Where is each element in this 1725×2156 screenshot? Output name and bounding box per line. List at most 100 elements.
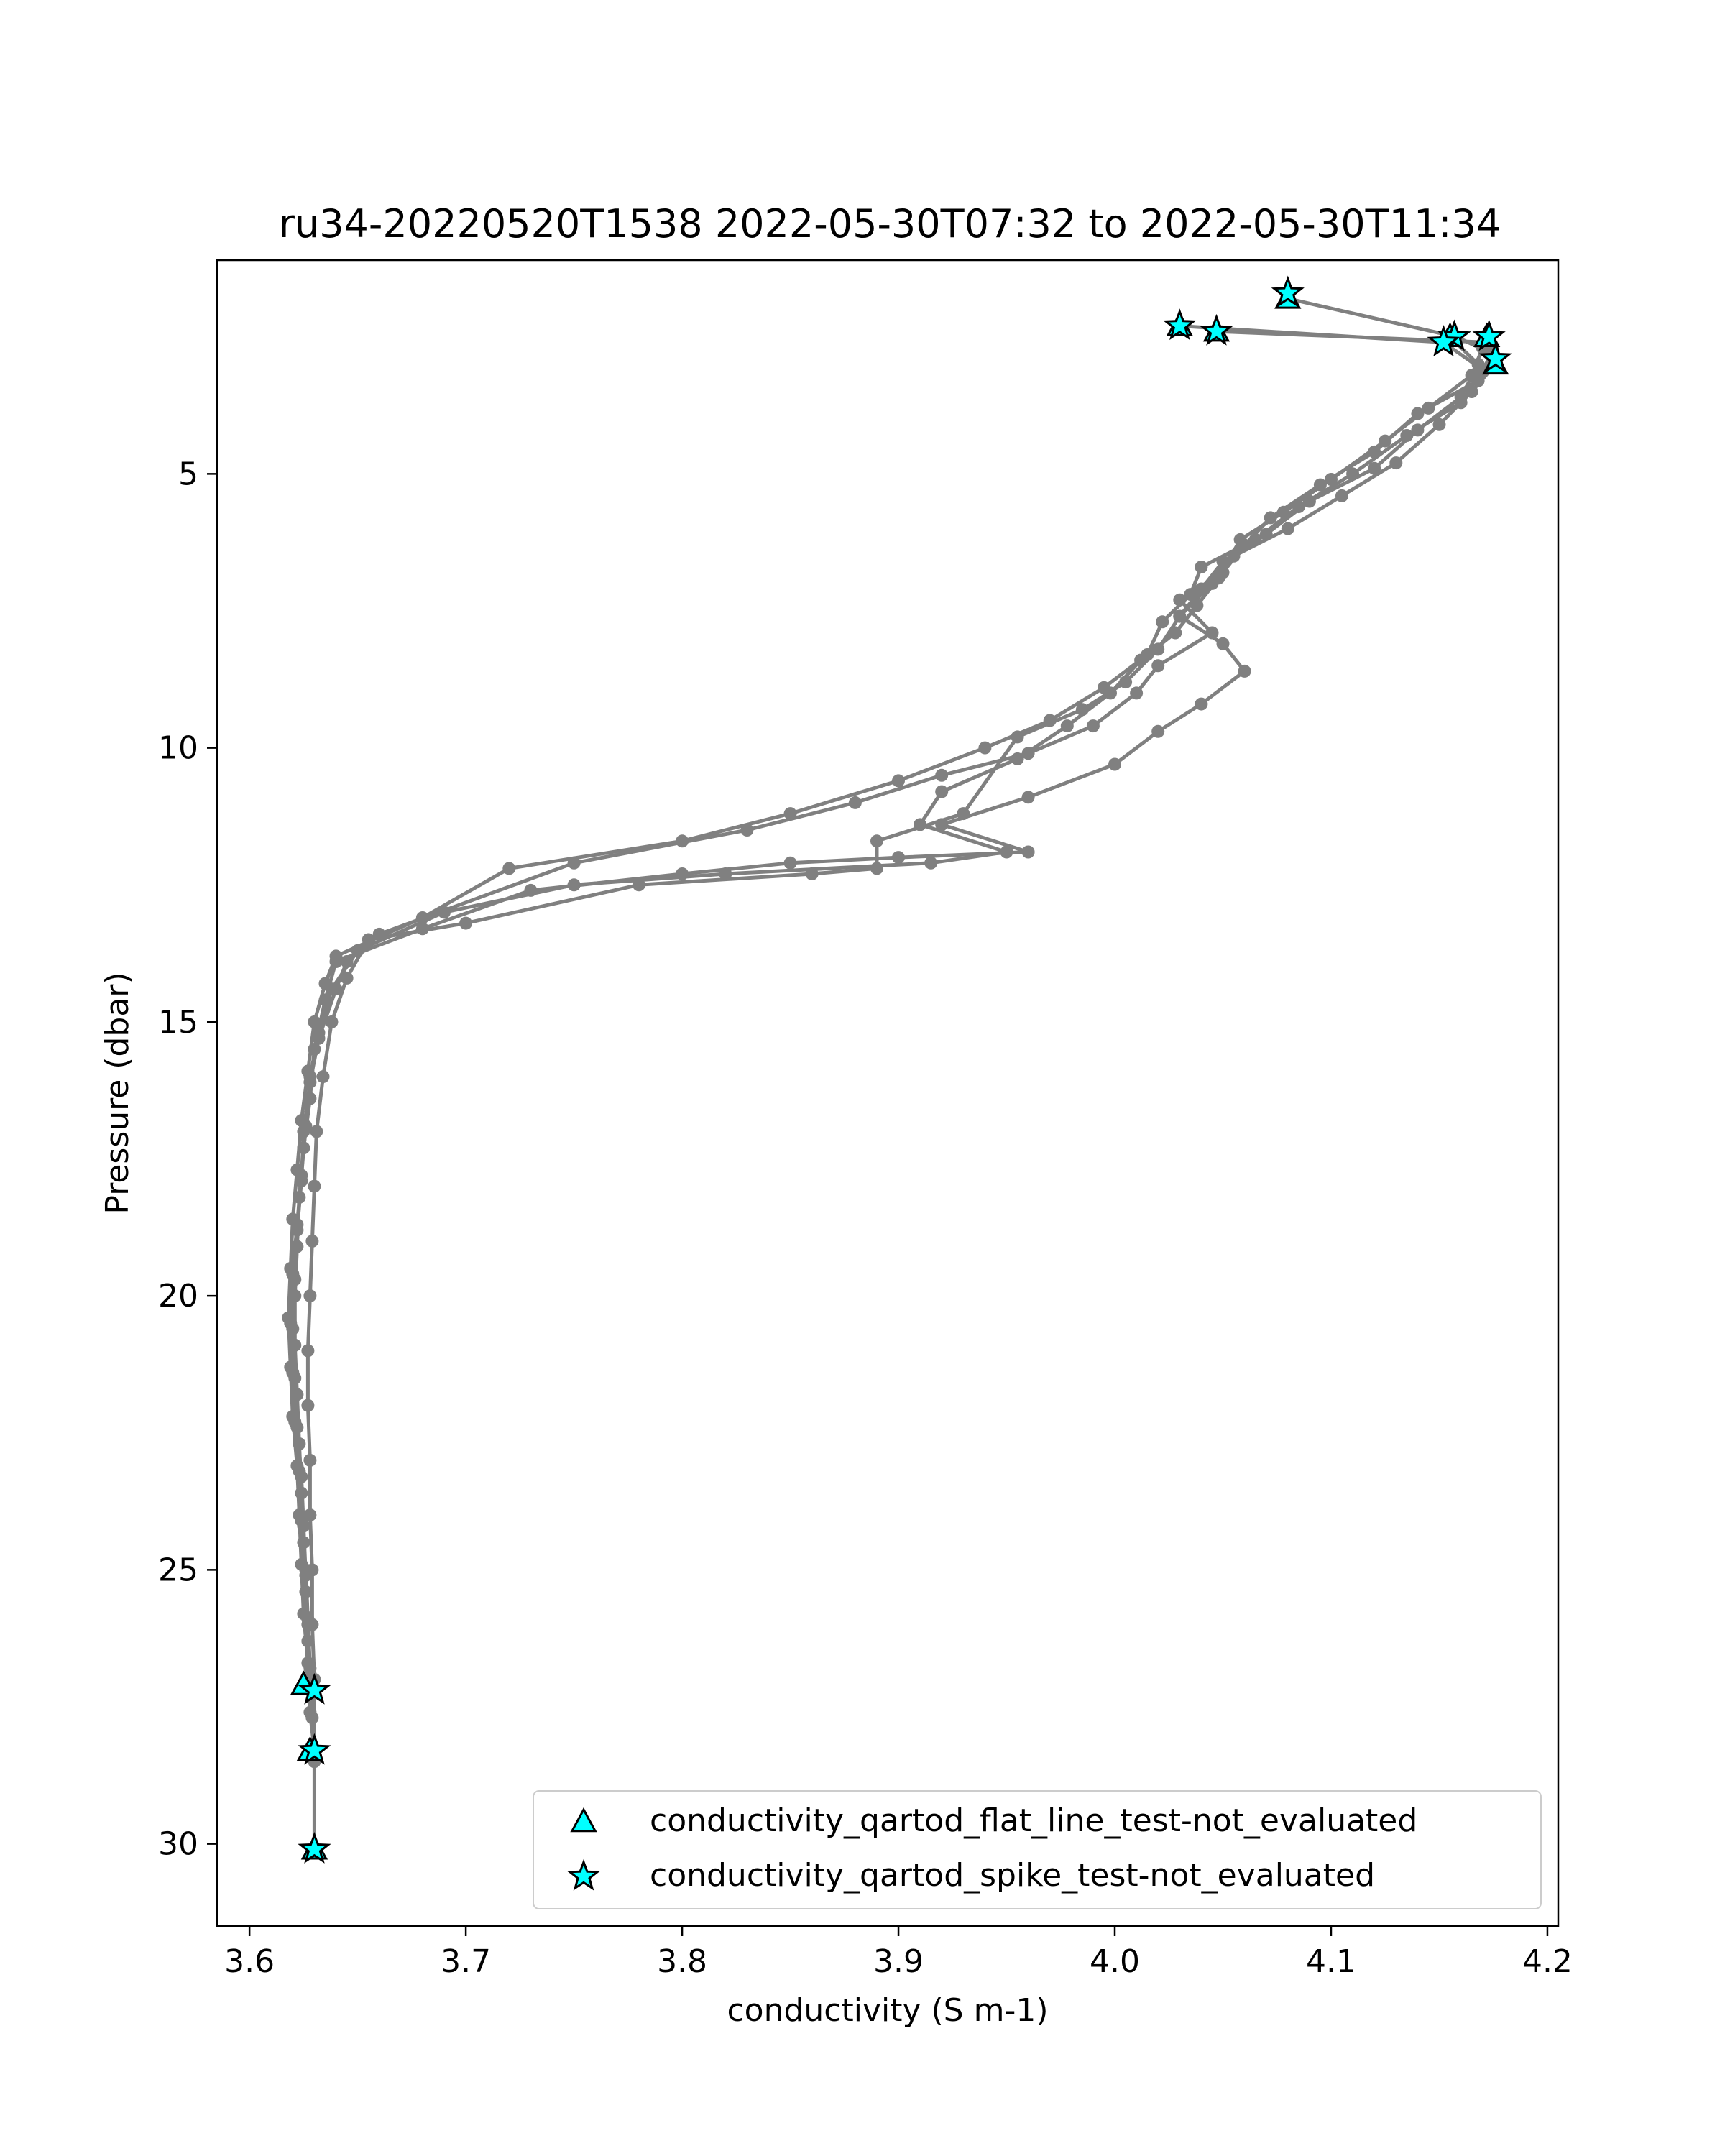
legend-star-icon — [566, 1858, 601, 1891]
data-point — [1169, 626, 1182, 640]
x-tick-label: 4.1 — [1306, 1943, 1356, 1980]
data-point — [1011, 730, 1024, 744]
data-point — [295, 1514, 308, 1527]
y-tick-label: 10 — [158, 730, 198, 767]
data-point — [924, 856, 938, 870]
y-axis-label: Pressure (dbar) — [99, 972, 136, 1214]
y-tick-label: 15 — [158, 1004, 198, 1041]
plot-area — [282, 275, 1512, 1864]
x-axis: 3.6 3.7 3.8 3.9 4.0 4.1 4.2 — [224, 1926, 1573, 1980]
data-point — [290, 1218, 304, 1231]
axes-frame — [216, 259, 1560, 1927]
data-point — [1195, 697, 1208, 711]
data-point — [325, 1015, 339, 1028]
legend-label-flat-line: conductivity_qartod_flat_line_test-not_e… — [650, 1802, 1417, 1839]
data-point — [676, 834, 689, 848]
data-point — [502, 862, 516, 875]
x-tick-label: 3.6 — [224, 1943, 275, 1980]
data-point — [935, 818, 949, 831]
y-axis: 5 10 15 20 25 30 — [158, 456, 217, 1863]
chart-title: ru34-20220520T1538 2022-05-30T07:32 to 2… — [279, 201, 1501, 247]
data-point — [308, 1015, 321, 1028]
x-tick-label: 3.7 — [441, 1943, 491, 1980]
data-point — [1086, 719, 1100, 733]
data-point — [1130, 686, 1144, 700]
data-point — [293, 1465, 306, 1478]
spike-flag-marker — [1478, 341, 1512, 373]
data-point — [305, 1711, 319, 1725]
data-point — [1216, 637, 1230, 650]
data-point — [1156, 615, 1169, 629]
data-point — [1238, 664, 1251, 678]
data-point — [1325, 473, 1338, 486]
data-point — [1422, 401, 1435, 415]
data-point — [312, 1026, 326, 1040]
data-point — [1335, 489, 1348, 502]
data-point — [719, 867, 732, 880]
data-point — [301, 1613, 315, 1626]
data-point — [303, 1662, 317, 1675]
data-point — [303, 1070, 317, 1084]
data-point — [1021, 845, 1035, 859]
data-point — [567, 878, 581, 892]
data-point — [459, 916, 473, 930]
data-point — [288, 1415, 302, 1429]
data-point — [286, 1365, 300, 1379]
data-point — [325, 982, 339, 996]
data-point — [783, 856, 797, 870]
data-point — [935, 785, 949, 798]
spike-flag-marker — [1271, 275, 1305, 308]
data-point — [1379, 434, 1392, 448]
spike-flag-marker — [298, 1733, 331, 1765]
y-tick-label: 25 — [158, 1552, 198, 1588]
data-point — [935, 768, 949, 782]
data-point — [1190, 599, 1204, 612]
data-point — [892, 851, 905, 865]
data-point — [1104, 686, 1117, 700]
data-point — [438, 906, 451, 919]
data-point — [1368, 461, 1381, 475]
data-point — [303, 1453, 317, 1467]
spike-flag-marker — [1472, 319, 1506, 351]
data-point — [299, 1119, 313, 1133]
data-point — [1432, 418, 1446, 431]
data-point — [1011, 752, 1024, 765]
data-point — [301, 1344, 315, 1358]
data-point — [1021, 791, 1035, 804]
x-tick-label: 3.9 — [873, 1943, 924, 1980]
data-point — [914, 818, 927, 831]
data-point — [1281, 522, 1294, 535]
x-tick-label: 3.8 — [657, 1943, 707, 1980]
data-point — [848, 796, 862, 809]
legend-triangle-icon — [570, 1807, 597, 1833]
data-point — [783, 807, 797, 821]
spike-flag-marker — [1200, 313, 1233, 346]
data-point — [351, 944, 364, 957]
data-point — [1465, 369, 1478, 382]
data-point — [1151, 659, 1165, 673]
y-tick-label: 5 — [178, 456, 198, 492]
data-point — [1173, 609, 1187, 623]
spike-flag-marker — [1427, 325, 1460, 357]
legend: conductivity_qartod_flat_line_test-not_e… — [533, 1790, 1542, 1909]
data-point — [1212, 571, 1225, 585]
data-point — [295, 1169, 308, 1182]
data-point — [1276, 505, 1290, 519]
data-point — [1060, 719, 1074, 733]
y-tick-label: 20 — [158, 1278, 198, 1314]
data-point — [329, 955, 343, 968]
x-tick-label: 4.2 — [1522, 1943, 1573, 1980]
data-point — [1389, 456, 1403, 470]
data-point — [415, 922, 429, 936]
x-axis-label: conductivity (S m-1) — [727, 1992, 1048, 2029]
data-point — [316, 1070, 330, 1084]
legend-box — [533, 1790, 1542, 1909]
data-point — [1195, 582, 1208, 596]
data-point — [1411, 423, 1425, 437]
data-point — [1151, 724, 1165, 738]
y-tick-label: 30 — [158, 1826, 198, 1863]
data-point — [340, 971, 354, 985]
data-point — [286, 1267, 300, 1281]
x-tick-label: 4.0 — [1090, 1943, 1140, 1980]
